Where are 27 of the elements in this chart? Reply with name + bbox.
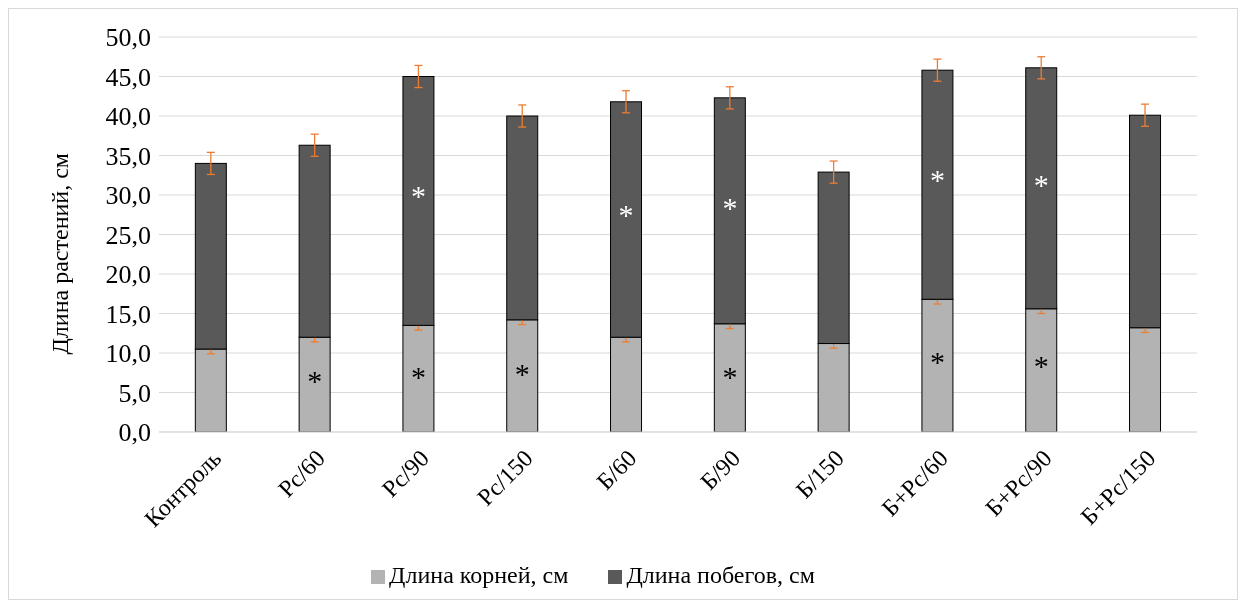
y-tick-label: 5,0 [118, 378, 151, 408]
y-tick-label: 20,0 [105, 260, 151, 290]
legend-label: Длина побегов, см [626, 562, 815, 588]
annotation: * [411, 360, 426, 394]
legend-label: Длина корней, см [389, 562, 569, 588]
y-tick-label: 40,0 [105, 102, 151, 132]
annotation: * [307, 364, 323, 398]
annotation: * [722, 190, 738, 224]
y-tick-label: 0,0 [118, 418, 151, 448]
y-tick-label: 10,0 [105, 339, 151, 369]
y-axis-title: Длина растений, см [46, 152, 73, 355]
annotation: * [1033, 349, 1049, 383]
y-tick-label: 35,0 [105, 141, 151, 171]
annotation: * [722, 360, 738, 394]
y-tick-label: 25,0 [105, 220, 151, 250]
annotation: * [411, 178, 426, 212]
annotation: * [930, 162, 945, 196]
y-tick-label: 15,0 [105, 299, 151, 329]
annotation: * [618, 198, 634, 232]
annotation: * [514, 357, 530, 391]
annotation: * [1033, 168, 1049, 202]
annotation: * [930, 344, 945, 378]
y-tick-label: 30,0 [105, 181, 151, 211]
x-tick-label: Б/60 [591, 445, 642, 495]
x-tick-label: Б/90 [695, 445, 746, 495]
y-tick-label: 50,0 [105, 23, 151, 53]
y-tick-label: 45,0 [105, 62, 151, 92]
